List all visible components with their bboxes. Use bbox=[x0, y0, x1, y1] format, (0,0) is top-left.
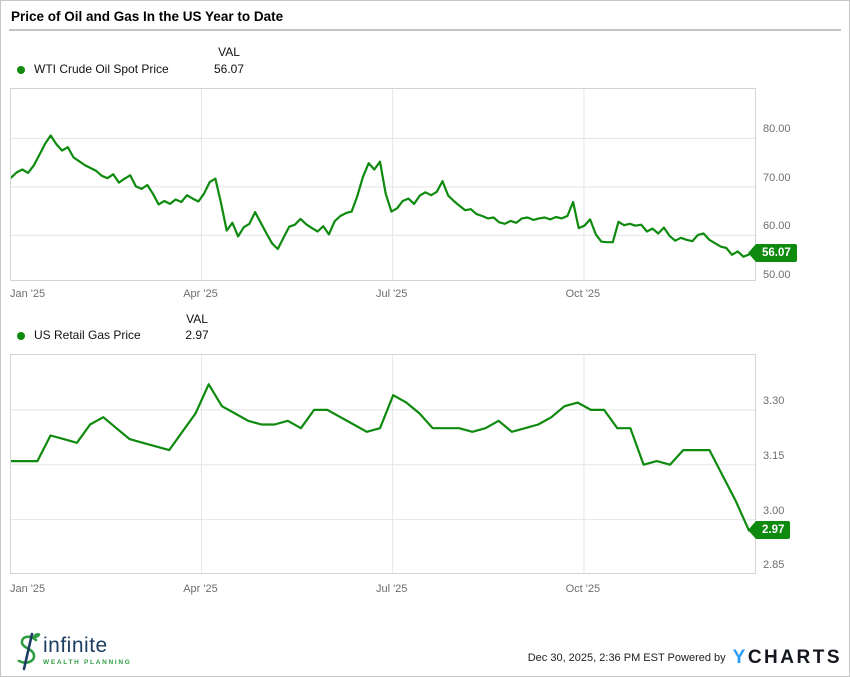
x-tick-label: Jul '25 bbox=[375, 288, 408, 300]
ycharts-charts: CHARTS bbox=[747, 647, 842, 668]
x-tick-label: Jan '25 bbox=[10, 288, 46, 300]
title-divider bbox=[9, 29, 841, 31]
x-tick-label: Oct '25 bbox=[565, 583, 601, 595]
badge-arrow-icon bbox=[748, 244, 756, 263]
x-tick-label: Jul '25 bbox=[375, 583, 408, 595]
val-column-header: VAL bbox=[218, 45, 240, 59]
logo-name: infinite bbox=[43, 634, 108, 657]
infinite-wealth-planning-logo: infinite WEALTH PLANNING bbox=[15, 631, 132, 671]
x-tick-label: Apr '25 bbox=[183, 583, 218, 595]
y-tick-label: 50.00 bbox=[763, 268, 791, 281]
page-title: Price of Oil and Gas In the US Year to D… bbox=[11, 9, 284, 24]
y-tick-label: 80.00 bbox=[763, 123, 791, 136]
x-tick-label: Jan '25 bbox=[10, 583, 46, 595]
gas-current-value-badge: 2.97 bbox=[748, 520, 791, 539]
series-name-gas: US Retail Gas Price bbox=[34, 328, 141, 342]
y-tick-label: 70.00 bbox=[763, 171, 791, 184]
val-column-header: VAL bbox=[186, 312, 208, 326]
badge-value: 56.07 bbox=[756, 244, 797, 263]
wti-y-axis-labels: 80.00 70.00 60.00 50.00 bbox=[763, 88, 808, 288]
y-tick-label: 3.15 bbox=[763, 449, 785, 462]
wti-price-chart bbox=[10, 88, 756, 281]
x-tick-label: Apr '25 bbox=[183, 288, 218, 300]
series-dot bbox=[17, 332, 25, 340]
timestamp: Dec 30, 2025, 2:36 PM EST bbox=[527, 652, 665, 664]
y-tick-label: 60.00 bbox=[763, 220, 791, 233]
gas-y-axis-labels: 3.30 3.15 3.00 2.85 bbox=[763, 354, 808, 580]
y-tick-label: 3.00 bbox=[763, 504, 785, 517]
dollar-leaf-logo-icon bbox=[17, 632, 41, 671]
y-tick-label: 3.30 bbox=[763, 394, 785, 407]
ycharts-logo: YCHARTS bbox=[733, 647, 842, 669]
series-dot bbox=[17, 66, 25, 74]
wti-x-axis-labels: Jan '25 Apr '25 Jul '25 Oct '25 bbox=[10, 288, 756, 302]
powered-by-label: Powered by bbox=[667, 652, 726, 664]
x-tick-label: Oct '25 bbox=[565, 288, 601, 300]
gas-x-axis-labels: Jan '25 Apr '25 Jul '25 Oct '25 bbox=[10, 583, 756, 597]
series-current-value: 2.97 bbox=[185, 328, 209, 342]
series-name-wti: WTI Crude Oil Spot Price bbox=[34, 62, 169, 76]
ycharts-y: Y bbox=[732, 647, 748, 668]
series-current-value: 56.07 bbox=[213, 62, 245, 76]
badge-arrow-icon bbox=[748, 520, 756, 539]
gas-price-chart bbox=[10, 354, 756, 574]
y-tick-label: 2.85 bbox=[763, 559, 785, 572]
timestamp-and-powered-by: Dec 30, 2025, 2:36 PM EST Powered by bbox=[528, 652, 726, 664]
logo-tagline: WEALTH PLANNING bbox=[43, 659, 132, 666]
attribution: Dec 30, 2025, 2:36 PM EST Powered by YCH… bbox=[528, 647, 842, 669]
wti-current-value-badge: 56.07 bbox=[748, 244, 797, 263]
badge-value: 2.97 bbox=[756, 520, 791, 539]
